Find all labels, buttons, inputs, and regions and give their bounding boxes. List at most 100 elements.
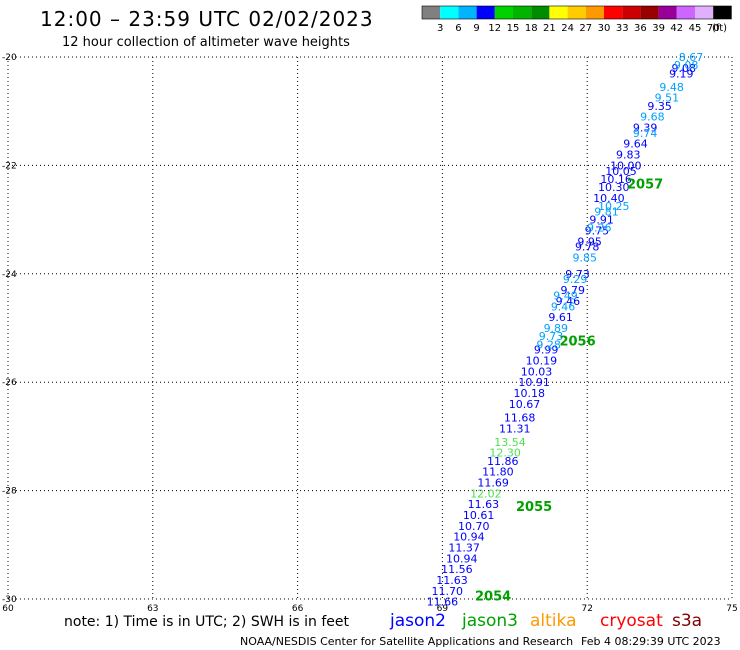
wave-height-label: 9.99	[534, 344, 559, 357]
wave-height-label: 9.08	[674, 59, 699, 72]
wave-height-label: 10.61	[463, 509, 495, 522]
wave-height-label: 9.48	[659, 81, 684, 94]
y-tick-label: -20	[2, 53, 17, 63]
wave-height-label: 9.91	[589, 214, 614, 227]
legend-tick-label: 39	[652, 23, 665, 34]
legend-swatch	[567, 6, 586, 19]
plot-area: 60 63 66 69 72 75-20-22-24-26-28-309.089.199.…	[2, 51, 738, 614]
legend-tick-label: 6	[455, 23, 461, 34]
legend-swatch	[713, 6, 732, 19]
wave-height-label: 10.25	[598, 200, 630, 213]
wave-height-label: 12.02	[470, 487, 502, 500]
wave-height-label: 11.56	[441, 563, 473, 576]
y-tick-label: -24	[2, 270, 17, 280]
wave-height-label: 11.63	[468, 498, 500, 511]
legend-swatch	[676, 6, 695, 19]
wave-height-label: 8.67	[679, 51, 704, 64]
wave-height-label: 10.16	[600, 173, 632, 186]
pass-number-label: 2056	[559, 335, 595, 350]
wave-height-label: 11.68	[504, 411, 536, 424]
wave-height-label: 9.73	[565, 268, 590, 281]
wave-height-label: 9.85	[573, 252, 598, 265]
wave-height-label: 11.80	[482, 466, 514, 479]
wave-height-label: 9.35	[647, 100, 672, 113]
legend-swatch	[585, 6, 604, 19]
legend-swatch	[640, 6, 659, 19]
wave-height-label: 9.64	[623, 138, 648, 151]
wave-height-label: 9.74	[633, 127, 658, 140]
legend-tick-label: 9	[473, 23, 479, 34]
legend-swatch	[604, 6, 623, 19]
footer-timestamp: Feb 4 08:29:39 UTC 2023	[581, 635, 721, 648]
pass-number-label: 2055	[516, 500, 552, 515]
wave-height-label: 9.26	[587, 222, 612, 235]
legend-swatch	[513, 6, 532, 19]
satellite-label-altika: altika	[530, 611, 577, 631]
wave-height-label: 11.63	[436, 574, 468, 587]
wave-height-label: 9.46	[556, 295, 581, 308]
chart-subtitle: 12 hour collection of altimeter wave hei…	[62, 35, 350, 50]
legend-swatch	[549, 6, 568, 19]
legend-tick-label: 33	[616, 23, 629, 34]
wave-height-label: 9.83	[616, 149, 641, 162]
wave-height-label: 11.31	[499, 422, 531, 435]
legend-tick-label: 21	[543, 23, 556, 34]
legend-swatch	[422, 6, 441, 19]
wave-height-label: 10.05	[605, 165, 637, 178]
wave-height-label: 9.75	[585, 224, 610, 237]
wave-height-label: 11.69	[477, 476, 509, 489]
y-tick-label: -28	[2, 487, 17, 497]
legend-tick-label: 36	[634, 23, 647, 34]
legend-tick-label: 27	[579, 23, 592, 34]
footer-agency: NOAA/NESDIS Center for Satellite Applica…	[240, 635, 573, 648]
color-legend: 3 6 9 12 15 18 21 24 27 30 33 36 39 42 45 70	[421, 5, 732, 34]
pass-number-label: 2054	[475, 589, 511, 604]
wave-height-label: 10.70	[458, 520, 490, 533]
wave-height-label: 10.00	[610, 159, 642, 172]
satellite-label-jason3: jason3	[461, 611, 518, 631]
wave-height-label: 10.94	[453, 531, 485, 544]
wave-height-label: 11.86	[487, 455, 519, 468]
wave-height-label: 10.18	[514, 387, 546, 400]
legend-swatch	[658, 6, 677, 19]
wave-height-label: 9.95	[577, 235, 602, 248]
legend-swatch	[531, 6, 550, 19]
wave-height-label: 10.30	[598, 181, 630, 194]
legend-tick-label: 70	[707, 23, 720, 34]
legend-tick-label: 42	[670, 23, 683, 34]
x-tick-label: 69	[437, 604, 449, 614]
wave-height-label: 9.61	[548, 311, 573, 324]
note-text: note: 1) Time is in UTC; 2) SWH is in fe…	[64, 614, 350, 630]
wave-height-label: 9.51	[655, 92, 680, 105]
wave-height-label: 9.73	[539, 330, 564, 343]
legend-tick-label: 12	[488, 23, 501, 34]
wave-height-label: 9.46	[551, 300, 576, 313]
satellite-label-cryosat: cryosat	[600, 611, 663, 631]
wave-height-label: 9.89	[544, 322, 569, 335]
wave-height-label: 9.19	[669, 67, 694, 80]
pass-number-label: 2057	[627, 177, 663, 192]
wave-height-label: 10.94	[446, 552, 478, 565]
legend-tick-label: 15	[507, 23, 520, 34]
legend-tick-label: 45	[689, 23, 702, 34]
satellite-legend: jason2 jason3 altika cryosat s3a	[389, 611, 702, 631]
wave-height-label: 9.78	[575, 241, 600, 254]
legend-swatch	[476, 6, 495, 19]
wave-height-label: 11.37	[448, 542, 480, 555]
legend-swatch	[458, 6, 477, 19]
y-tick-label: -30	[2, 595, 17, 605]
x-tick-label: 75	[726, 604, 737, 614]
wave-height-label: 10.03	[521, 365, 553, 378]
x-tick-label: 63	[147, 604, 158, 614]
y-tick-label: -26	[2, 378, 17, 388]
legend-tick-label: 3	[437, 23, 443, 34]
wave-height-label: 11.70	[431, 585, 463, 598]
wave-height-label: 12.30	[489, 447, 521, 460]
wave-height-label: 10.40	[593, 192, 625, 205]
y-tick-label: -22	[2, 161, 17, 171]
satellite-label-s3a: s3a	[672, 611, 702, 631]
chart-title: 12:00 – 23:59 UTC 02/02/2023	[40, 7, 374, 31]
legend-tick-label: 24	[561, 23, 574, 34]
x-tick-label: 60	[2, 604, 14, 614]
legend-swatch	[440, 6, 459, 19]
